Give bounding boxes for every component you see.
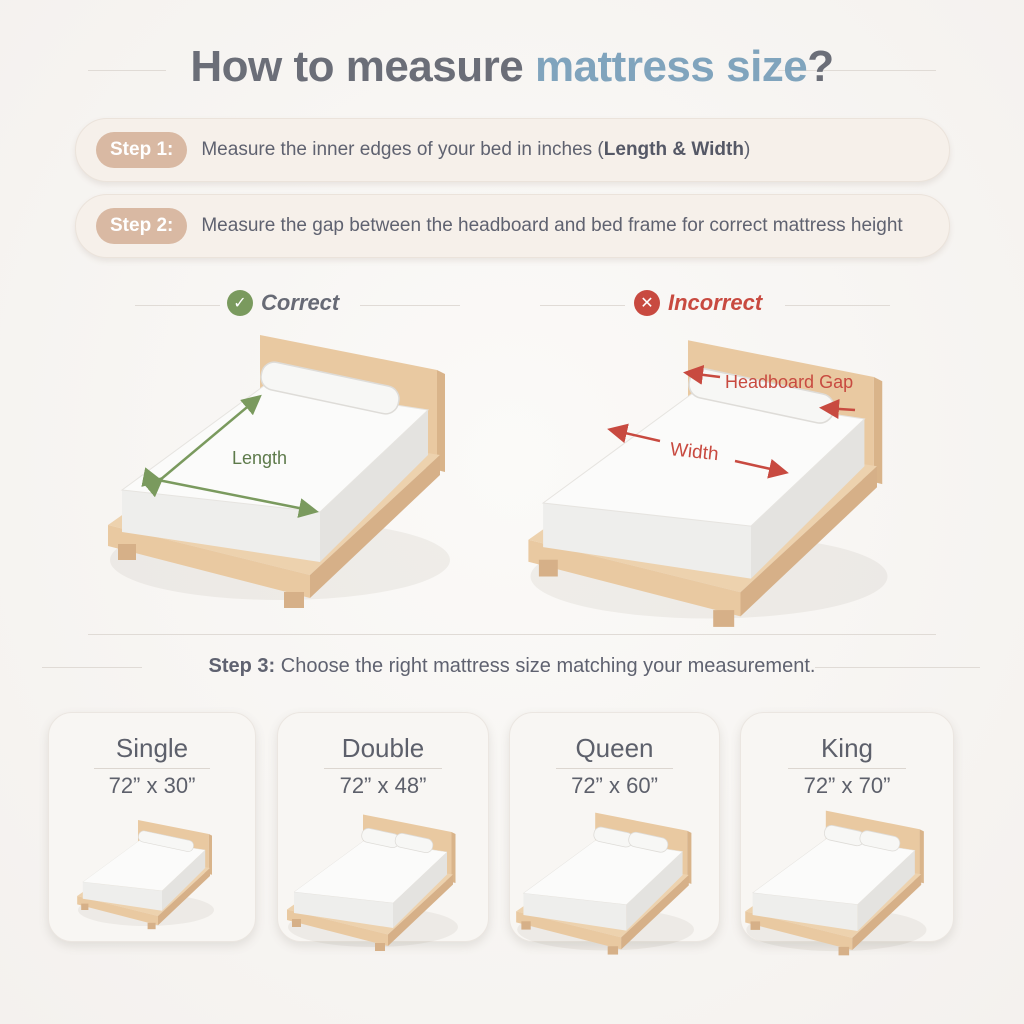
size-name: Queen xyxy=(575,733,654,763)
headboard-gap-arrow-right xyxy=(819,398,856,419)
divider xyxy=(787,768,907,769)
size-card-single[interactable]: Single 72” x 30” xyxy=(48,712,256,942)
step-1-text-main: Measure the inner edges of your bed in i… xyxy=(201,139,604,160)
frame-front xyxy=(108,525,310,598)
mattress-side xyxy=(320,410,428,562)
title-rule-right xyxy=(778,70,936,71)
correct-label: Correct xyxy=(261,290,340,315)
step-1-text-end: ) xyxy=(743,139,751,160)
title-question: ? xyxy=(807,42,834,91)
size-name: Single xyxy=(115,733,189,763)
frame-front xyxy=(528,539,741,617)
step-2-text: Measure the gap between the headboard an… xyxy=(201,215,903,236)
step-3-rule-left xyxy=(42,667,142,668)
divider xyxy=(555,768,673,769)
size-dimensions: 72” x 30” xyxy=(108,773,196,798)
correct-heading: ✓ Correct xyxy=(227,290,339,316)
incorrect-heading: ✕ Incorrect xyxy=(634,290,762,316)
length-label: Length xyxy=(232,448,287,468)
width-arrow-right xyxy=(734,458,789,479)
mattress-side xyxy=(751,419,865,579)
size-dimensions: 72” x 48” xyxy=(339,773,427,798)
check-icon: ✓ xyxy=(227,290,253,316)
leg xyxy=(284,592,304,608)
bed xyxy=(108,335,450,608)
frame-side xyxy=(310,455,440,598)
headboard-gap-label: Headboard Gap xyxy=(725,372,853,392)
step-2-banner: Step 2: Measure the gap between the head… xyxy=(75,194,950,258)
title-accent: mattress size xyxy=(534,42,808,91)
size-card-king[interactable]: King 72” x 70” xyxy=(740,712,954,942)
section-divider xyxy=(88,634,936,635)
step-3-text: Choose the right mattress size matching … xyxy=(275,655,816,677)
width-arrow-left xyxy=(607,423,661,444)
step-1-text-bold: Length & Width xyxy=(603,139,744,160)
mattress-top xyxy=(541,392,866,527)
leg xyxy=(538,559,558,577)
size-name: Double xyxy=(341,733,425,763)
correct-rule-right xyxy=(360,305,460,306)
leg xyxy=(118,544,136,560)
step-1-banner: Step 1: Measure the inner edges of your … xyxy=(75,118,950,182)
step-2-badge: Step 2: xyxy=(96,208,188,244)
incorrect-rule-right xyxy=(785,305,890,306)
incorrect-label: Incorrect xyxy=(668,290,763,315)
size-dimensions: 72” x 70” xyxy=(803,773,891,798)
leg xyxy=(713,610,735,627)
pillow xyxy=(260,361,400,415)
step-3-rule-right xyxy=(815,667,980,668)
size-card-queen[interactable]: Queen 72” x 60” xyxy=(509,712,720,942)
correct-rule-left xyxy=(135,305,220,306)
title-rule-left xyxy=(88,70,166,71)
width-guide-arrow xyxy=(141,467,319,518)
divider xyxy=(94,768,210,769)
headboard-side xyxy=(437,370,445,472)
x-icon: ✕ xyxy=(634,290,660,316)
step-3-badge: Step 3: xyxy=(208,655,276,677)
size-card-double[interactable]: Double 72” x 48” xyxy=(277,712,489,942)
headboard-gap-arrow-left xyxy=(683,364,721,385)
headboard-side xyxy=(873,377,883,485)
step-3-heading: Step 3: Choose the right mattress size m… xyxy=(0,655,1024,678)
incorrect-rule-left xyxy=(540,305,625,306)
size-dimensions: 72” x 60” xyxy=(571,773,658,798)
step-1-badge: Step 1: xyxy=(96,132,188,168)
page-title: How to measure mattress size? xyxy=(0,42,1024,92)
mattress-front xyxy=(543,503,751,579)
title-text: How to measure xyxy=(190,42,535,91)
size-name: King xyxy=(820,733,874,763)
bed xyxy=(528,340,888,627)
width-label: Width xyxy=(669,439,720,465)
frame-side xyxy=(740,466,877,617)
step-1-text: Measure the inner edges of your bed in i… xyxy=(201,139,750,161)
divider xyxy=(324,768,442,769)
length-arrow xyxy=(142,394,262,498)
